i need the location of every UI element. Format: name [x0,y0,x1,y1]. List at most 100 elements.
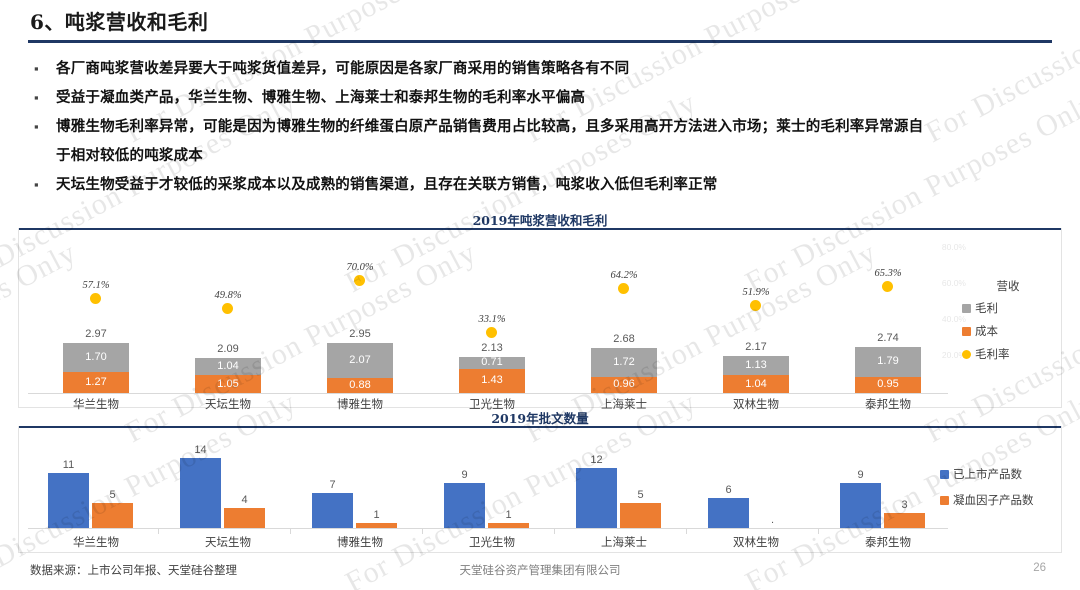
chart1-baseline [28,393,948,394]
chart-approval-count: 2019年批文数量 已上市产品数 凝血因子产品数 11 5 华兰生物 14 4 天坛生物 7… [18,408,1062,553]
chart2-value-label-listed: 9 [857,469,864,481]
legend-item-margin-rate[interactable]: 毛利率 [962,346,1048,362]
chart1-segment-cost[interactable]: 1.05 [195,375,261,393]
chart1-segment-cost[interactable]: 1.27 [63,371,129,393]
chart2-bar-listed-products[interactable] [840,483,881,528]
chart2-value-label-coagulation: 1 [505,509,512,521]
chart2-bar-listed-products[interactable] [576,468,617,528]
legend-item-coagulation-products[interactable]: 凝血因子产品数 [940,492,1056,508]
chart2-axis-tick [290,528,291,534]
chart2-bar-listed-products[interactable] [708,498,749,528]
chart1-y2-tick: 40.0% [941,314,966,324]
chart1-margin-rate-label: 49.8% [214,290,242,302]
chart1-segment-cost[interactable]: 0.88 [327,378,393,393]
chart2-bar-listed-products[interactable] [444,483,485,528]
legend-swatch-margin-rate [962,349,971,359]
chart1-margin-rate-marker[interactable] [486,327,497,338]
chart2-bar-coagulation-products[interactable] [620,503,661,528]
legend-item-cost[interactable]: 成本 [962,323,1048,339]
page-title: 6、吨浆营收和毛利 [30,10,209,34]
chart1-margin-rate-marker[interactable] [222,303,233,315]
chart1-category-label: 华兰生物 [73,397,119,411]
chart1-segment-cost[interactable]: 0.95 [855,377,921,393]
chart1-segment-gross-profit[interactable]: 1.72 [591,347,657,377]
chart2-bar-coagulation-products[interactable] [488,523,529,528]
page-title-wrap: 6、吨浆营收和毛利 [30,6,208,35]
chart2-bar-coagulation-products[interactable] [224,508,265,528]
legend-label-listed-products: 已上市产品数 [953,467,1022,481]
chart2-value-label-listed: 11 [62,459,75,471]
chart1-stacked-bar[interactable]: 1.04 1.05 [195,357,261,393]
page-number: 26 [1033,562,1046,574]
footer-source: 数据来源：上市公司年报、天堂硅谷整理 [30,563,237,577]
chart2-category-group: 6. 双林生物 [690,428,822,549]
chart1-segment-cost[interactable]: 1.04 [723,375,789,393]
chart1-y2-tick: 20.0% [941,350,966,360]
chart2-category-group: 7 1 博雅生物 [294,428,426,549]
legend-swatch-cost [962,326,971,336]
chart2-value-label-listed: 12 [590,454,603,466]
chart2-title: 2019年批文数量 [491,411,589,426]
chart1-margin-rate-marker[interactable] [750,300,761,312]
legend-label-margin-rate: 毛利率 [975,347,1010,361]
chart1-stacked-bar[interactable]: 1.72 0.96 [591,347,657,393]
chart1-margin-rate-label: 70.0% [346,261,374,273]
chart2-value-label-coagulation: 1 [373,509,380,521]
chart2-category-label: 双林生物 [733,535,779,549]
bullet-text: 各厂商吨浆营收差异要大于吨浆货值差异，可能原因是各家厂商采用的销售策略各有不同 [56,60,630,77]
chart1-margin-rate-marker[interactable] [90,292,101,304]
bullet-item: ▪ 天坛生物受益于才较低的采浆成本以及成熟的销售渠道，且存在关联方销售，吨浆收入低… [30,172,1060,198]
legend-item-listed-products[interactable]: 已上市产品数 [940,466,1056,482]
chart1-margin-rate-marker[interactable] [882,281,893,293]
chart2-category-group: 9 3 泰邦生物 [822,428,954,549]
chart2-bar-listed-products[interactable] [48,473,89,528]
chart1-stacked-bar[interactable]: 2.07 0.88 [327,343,393,393]
chart2-bar-coagulation-products[interactable] [356,523,397,528]
chart1-margin-rate-label: 51.9% [742,287,770,299]
chart1-category-label: 上海莱士 [601,397,647,411]
chart1-stacked-bar[interactable]: 1.13 1.04 [723,356,789,393]
chart1-total-label: 2.17 [745,341,767,354]
chart1-stacked-bar[interactable]: 1.70 1.27 [63,343,129,393]
chart1-stacked-bar[interactable]: 1.79 0.95 [855,346,921,393]
chart1-segment-cost[interactable]: 0.96 [591,376,657,393]
legend-item-gross-profit[interactable]: 毛利 [962,300,1048,316]
chart2-bar-listed-products[interactable] [312,493,353,528]
chart1-margin-rate-label: 33.1% [478,314,506,325]
bullet-marker-icon: ▪ [34,119,39,134]
chart2-category-label: 卫光生物 [469,535,515,549]
chart1-segment-gross-profit[interactable]: 1.13 [723,356,789,376]
chart2-value-label-coagulation: 5 [109,489,116,501]
bullet-item: 于相对较低的吨浆成本 [30,143,1060,169]
chart1-category-label: 卫光生物 [469,397,515,411]
chart1-segment-gross-profit[interactable]: 0.71 [459,357,525,369]
chart2-bar-listed-products[interactable] [180,458,221,528]
chart2-bar-coagulation-products[interactable] [884,513,925,528]
chart1-stacked-bar[interactable]: 0.71 1.43 [459,357,525,393]
chart1-segment-gross-profit[interactable]: 1.79 [855,346,921,377]
chart2-category-label: 上海莱士 [601,535,647,549]
chart2-value-label-coagulation: 5 [637,489,644,501]
chart2-bar-coagulation-products[interactable] [92,503,133,528]
chart1-plot-area: 80.0% 60.0% 40.0% 20.0% 营收 毛利 成本 毛利率 1.70 1.… [18,230,1062,411]
chart1-margin-rate-marker[interactable] [354,274,365,286]
chart2-axis-tick [818,528,819,534]
bullet-marker-icon: ▪ [34,177,39,192]
chart1-margin-rate-marker[interactable] [618,282,629,294]
chart1-segment-cost[interactable]: 1.43 [459,368,525,393]
slide-footer: 数据来源：上市公司年报、天堂硅谷整理 天堂硅谷资产管理集团有限公司 26 [0,562,1080,584]
legend-swatch-listed-products [940,469,949,479]
legend-label-cost: 成本 [975,324,998,338]
bullet-item: ▪ 博雅生物毛利率异常，可能是因为博雅生物的纤维蛋白原产品销售费用占比较高，且多采… [30,114,1060,140]
chart1-segment-gross-profit[interactable]: 1.70 [63,343,129,372]
chart1-secondary-axis: 80.0% 60.0% 40.0% 20.0% [920,230,966,406]
bullet-item: ▪ 受益于凝血类产品，华兰生物、博雅生物、上海莱士和泰邦生物的毛利率水平偏高 [30,85,1060,111]
chart1-segment-gross-profit[interactable]: 2.07 [327,343,393,379]
chart1-segment-gross-profit[interactable]: 1.04 [195,357,261,376]
chart1-category-group: 0.71 1.43 2.13 33.1% 卫光生物 [426,230,558,411]
chart2-value-label-listed: 9 [461,469,468,481]
chart2-value-label-listed: 14 [194,444,207,456]
bullet-text: 天坛生物受益于才较低的采浆成本以及成熟的销售渠道，且存在关联方销售，吨浆收入低但… [56,176,718,193]
chart2-title-divider [18,426,1062,428]
